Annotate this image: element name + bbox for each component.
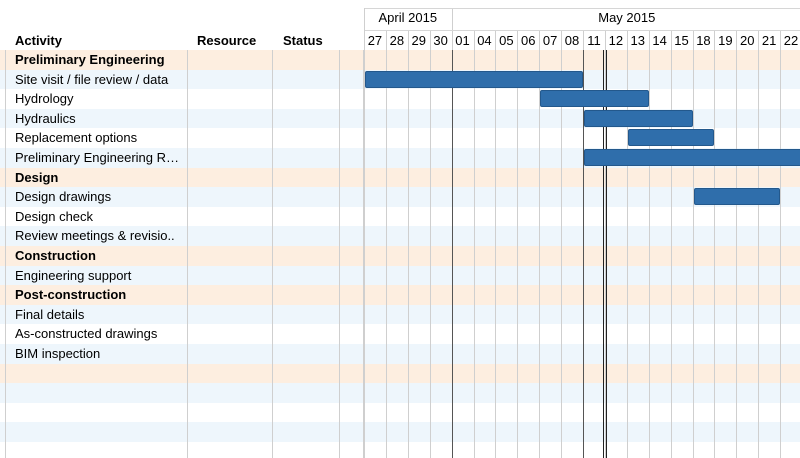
month-divider <box>451 8 453 31</box>
day-gridline <box>364 31 365 458</box>
task-row[interactable] <box>0 128 800 148</box>
task-row[interactable] <box>0 187 800 207</box>
task-row[interactable] <box>0 265 800 286</box>
task-row[interactable] <box>0 206 800 227</box>
month-header: April 2015 <box>378 10 438 25</box>
day-gridline <box>736 31 738 458</box>
task-label: Site visit / file review / data <box>15 71 169 87</box>
day-gridline <box>517 31 519 458</box>
task-label: Final details <box>15 306 85 322</box>
day-header: 13 <box>630 33 645 48</box>
week-divider <box>583 50 584 458</box>
task-row[interactable] <box>0 402 800 423</box>
task-label: Preliminary Engineering R… <box>15 150 180 165</box>
today-marker <box>605 50 607 458</box>
day-gridline <box>385 31 387 458</box>
task-row[interactable] <box>0 442 800 458</box>
day-header: 06 <box>521 33 536 48</box>
day-header: 15 <box>674 33 689 48</box>
day-header: 18 <box>696 33 711 48</box>
column-header-resource[interactable]: Resource <box>197 33 257 48</box>
week-divider <box>451 50 453 458</box>
group-label: Construction <box>15 248 96 263</box>
header-line <box>364 30 800 31</box>
day-gridline <box>714 31 716 458</box>
day-header: 29 <box>411 33 426 48</box>
task-row[interactable] <box>0 89 800 109</box>
day-gridline <box>758 31 760 458</box>
gantt-bar[interactable] <box>365 70 583 88</box>
day-header: 21 <box>761 33 777 48</box>
day-header: 22 <box>783 33 799 48</box>
group-row[interactable] <box>0 50 800 70</box>
day-header: 07 <box>542 33 558 48</box>
group-row[interactable] <box>0 363 800 384</box>
day-header: 05 <box>499 33 514 48</box>
day-header: 19 <box>718 33 733 48</box>
day-header: 04 <box>477 33 492 48</box>
gantt-bar[interactable] <box>540 90 649 108</box>
gantt-bar[interactable] <box>693 188 781 206</box>
column-header-status[interactable]: Status <box>283 33 323 48</box>
column-divider <box>339 50 340 458</box>
day-header: 30 <box>433 33 448 48</box>
task-label: BIM inspection <box>15 346 101 361</box>
day-header: 27 <box>367 33 383 48</box>
task-label: As-constructed drawings <box>15 326 158 342</box>
day-header: 01 <box>455 33 470 48</box>
task-row[interactable] <box>0 422 800 442</box>
task-row[interactable] <box>0 324 800 344</box>
task-label: Design drawings <box>15 189 112 205</box>
day-header: 12 <box>608 33 624 48</box>
day-header: 14 <box>652 33 667 48</box>
day-header: 08 <box>564 33 580 48</box>
column-divider <box>363 50 364 458</box>
day-gridline <box>670 31 672 458</box>
gantt-bar[interactable] <box>584 109 693 127</box>
today-marker <box>602 50 604 458</box>
day-header: 28 <box>389 33 405 48</box>
task-row[interactable] <box>0 344 800 364</box>
task-label: Engineering support <box>15 267 132 283</box>
day-gridline <box>495 31 497 458</box>
month-header: May 2015 <box>598 10 656 25</box>
task-label: Review meetings & revisio.. <box>15 228 175 244</box>
task-label: Hydrology <box>15 91 74 107</box>
group-row[interactable] <box>0 246 800 266</box>
day-header: 20 <box>740 33 755 48</box>
group-row[interactable] <box>0 167 800 188</box>
column-divider <box>187 50 188 458</box>
day-header: 11 <box>587 33 601 48</box>
group-label: Preliminary Engineering <box>15 52 165 67</box>
day-gridline <box>539 31 541 458</box>
day-gridline <box>604 31 606 458</box>
gantt-bar[interactable] <box>584 149 800 166</box>
column-divider <box>5 50 6 458</box>
column-divider <box>272 50 273 458</box>
group-label: Post-construction <box>15 287 127 303</box>
group-label: Design <box>15 169 59 185</box>
day-gridline <box>626 31 628 458</box>
day-gridline <box>692 31 694 458</box>
day-gridline <box>648 31 650 458</box>
day-gridline <box>407 31 409 458</box>
header-left-border <box>364 8 365 31</box>
gantt-bar[interactable] <box>627 129 715 147</box>
task-row[interactable] <box>0 304 800 325</box>
group-row[interactable] <box>0 285 800 305</box>
day-gridline <box>561 31 563 458</box>
task-row[interactable] <box>0 383 800 403</box>
task-label: Design check <box>15 208 94 224</box>
task-label: Replacement options <box>15 130 138 146</box>
day-gridline <box>429 31 431 458</box>
column-header-activity[interactable]: Activity <box>15 33 62 48</box>
task-label: Hydraulics <box>15 110 76 126</box>
day-gridline <box>473 31 475 458</box>
header-line <box>364 8 800 9</box>
day-gridline <box>780 31 782 458</box>
task-row[interactable] <box>0 226 800 246</box>
